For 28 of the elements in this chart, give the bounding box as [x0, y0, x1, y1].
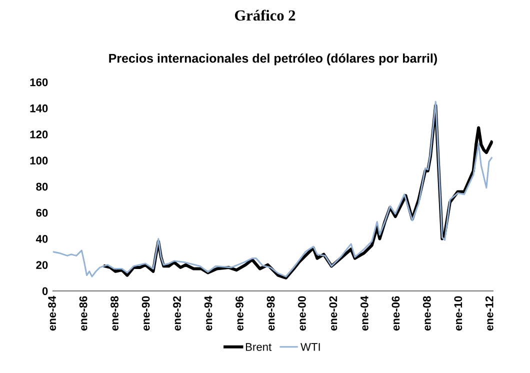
x-tick-label: ene-08	[422, 296, 431, 331]
y-tick-label: 120	[30, 130, 48, 138]
x-tick-label: ene-92	[173, 296, 181, 331]
x-tick-label: ene-96	[236, 296, 244, 331]
x-tick-label: ene-94	[204, 296, 212, 331]
x-tick-label: ene-06	[392, 296, 400, 331]
x-tick-label: ene-12	[485, 296, 494, 331]
x-tick-label: ene-88	[110, 296, 118, 331]
y-tick-label: 0	[42, 287, 48, 296]
chart-title: Gráfico 2	[234, 10, 296, 21]
x-tick-label: ene-98	[266, 296, 275, 331]
y-tick-label: 100	[30, 156, 48, 165]
legend-label: Brent	[246, 343, 272, 351]
y-tick-label: 160	[30, 78, 48, 86]
x-tick-label: ene-10	[454, 296, 462, 331]
x-tick-label: ene-00	[298, 296, 306, 331]
y-tick-label: 40	[36, 234, 48, 243]
x-tick-label: ene-90	[142, 296, 150, 331]
x-tick-label: ene-84	[48, 296, 56, 331]
x-tick-label: ene-86	[79, 296, 88, 331]
x-tick-label: ene-04	[360, 296, 368, 331]
y-tick-label: 60	[36, 208, 48, 217]
legend-label: WTI	[300, 343, 320, 351]
y-tick-label: 20	[36, 261, 48, 269]
y-tick-label: 80	[36, 182, 48, 191]
y-tick-label: 140	[30, 104, 48, 112]
chart-subtitle: Precios internacionales del petróleo (dólares por barril)	[109, 53, 437, 66]
x-tick-label: ene-02	[329, 296, 338, 331]
